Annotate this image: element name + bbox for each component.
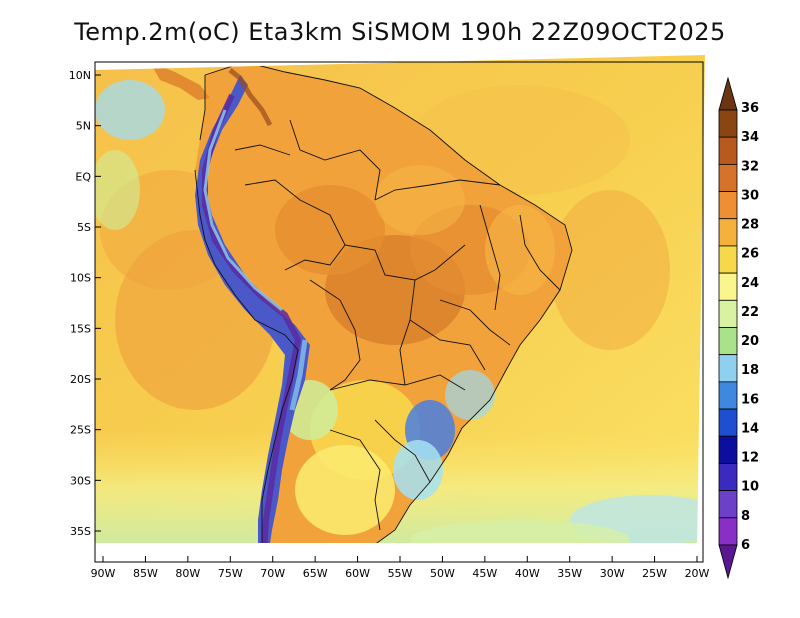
colorbar-label: 22 (741, 305, 759, 320)
political-borders (194, 61, 573, 543)
colorbar-segment (718, 354, 738, 383)
colorbar-segment (718, 435, 738, 464)
colorbar-label: 8 (741, 509, 750, 524)
colorbar-top-arrow (718, 76, 738, 111)
lat-tick-label: 20S (70, 373, 91, 386)
colorbar-segment (718, 517, 738, 546)
colorbar-label: 26 (741, 247, 759, 262)
lon-tick-label: 40W (515, 567, 540, 580)
colorbar-label: 16 (741, 392, 759, 407)
lon-tick-label: 60W (345, 567, 370, 580)
colorbar-label: 30 (741, 188, 759, 203)
lat-tick-label: 5N (76, 120, 91, 133)
colorbar-label: 12 (741, 451, 759, 466)
lon-tick-label: 70W (260, 567, 285, 580)
lat-tick-label: 30S (70, 474, 91, 487)
lon-tick-label: 35W (557, 567, 582, 580)
colorbar: 36 34 32 30 28 26 24 22 20 18 16 14 12 10 8 6 (718, 76, 759, 580)
colorbar-segment (718, 408, 738, 437)
colorbar-label: 10 (741, 480, 759, 495)
colorbar-label: 6 (741, 538, 750, 553)
lon-tick-label: 85W (133, 567, 158, 580)
lat-tick-label: 15S (70, 322, 91, 335)
lat-tick-label: 10N (69, 69, 91, 82)
lat-tick-label: 35S (70, 525, 91, 538)
colorbar-label: 34 (741, 130, 759, 145)
colorbar-bottom-arrow (718, 544, 738, 580)
colorbar-label: 24 (741, 276, 759, 291)
map-title: Temp.2m(oC) Eta3km SiSMOM 190h 22Z09OCT2… (74, 18, 726, 46)
map-axes: 10N 5N EQ 5S 10S 15S 20S 25S 30S 35S 90W 85W 80W 75W 7… (69, 61, 710, 580)
lon-tick-label: 45W (472, 567, 497, 580)
temperature-field (95, 55, 705, 543)
colorbar-segment (718, 245, 738, 274)
lon-tick-label: 50W (430, 567, 455, 580)
lat-tick-label: 10S (70, 272, 91, 285)
map-frame (94, 61, 704, 563)
lon-tick-label: 75W (218, 567, 243, 580)
colorbar-segment (718, 109, 738, 138)
colorbar-segment (718, 272, 738, 301)
colorbar-label: 36 (741, 101, 759, 116)
colorbar-segment (718, 490, 738, 519)
lon-tick-label: 90W (91, 567, 116, 580)
lat-tick-label: EQ (75, 170, 91, 183)
lon-tick-label: 30W (600, 567, 625, 580)
lat-tick-label: 5S (77, 221, 91, 234)
colorbar-segment (718, 163, 738, 192)
colorbar-segment (718, 463, 738, 492)
lon-tick-label: 55W (388, 567, 413, 580)
colorbar-segment (718, 381, 738, 410)
colorbar-segment (718, 136, 738, 165)
colorbar-label: 14 (741, 421, 759, 436)
lon-tick-label: 25W (642, 567, 667, 580)
colorbar-segment (718, 299, 738, 328)
colorbar-label: 18 (741, 363, 759, 378)
colorbar-segment (718, 327, 738, 356)
colorbar-label: 28 (741, 218, 759, 233)
lat-tick-label: 25S (70, 424, 91, 437)
colorbar-label: 32 (741, 159, 759, 174)
colorbar-segment (718, 191, 738, 220)
colorbar-label: 20 (741, 334, 759, 349)
lon-tick-label: 65W (303, 567, 328, 580)
colorbar-segment (718, 218, 738, 247)
lon-tick-label: 80W (175, 567, 200, 580)
lon-tick-label: 20W (685, 567, 710, 580)
